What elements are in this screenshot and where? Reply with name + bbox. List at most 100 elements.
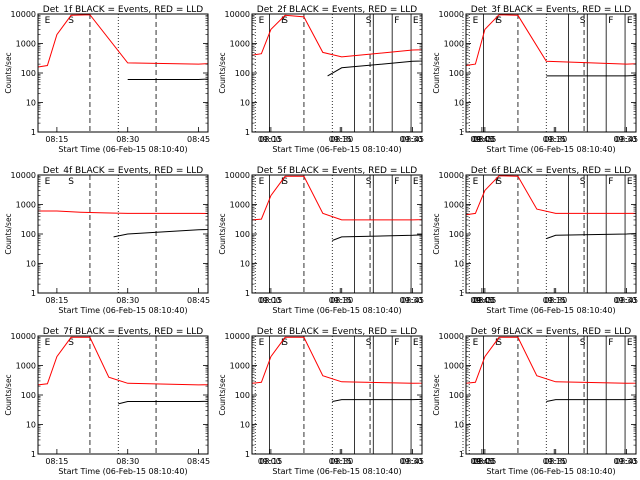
x-tick-label: 08:45 [615,296,638,305]
lld-series-line [38,336,208,386]
y-tick-label: 1000 [444,40,464,49]
x-tick-label: 09:00 [258,296,281,305]
flag-letter: S [496,338,502,348]
events-series-line [546,398,636,402]
x-tick-label: 08:30 [330,457,353,466]
y-tick-label: 10 [454,260,464,269]
x-tick-label: 08:45 [187,135,210,144]
x-axis-label: Start Time (06-Feb-15 08:10:40) [272,467,401,476]
x-tick-label: 09:45 [470,135,493,144]
panel-title: Det_2f BLACK = Events, RED = LLD [257,5,417,15]
panel-title: Det_6f BLACK = Events, RED = LLD [471,166,631,176]
y-tick-label: 10000 [11,171,36,180]
plot-frame [465,13,637,133]
lld-series-line [38,210,208,214]
y-tick-label: 10 [454,421,464,430]
flag-letter: E [413,338,419,348]
flag-letter: E [473,16,479,26]
x-tick-label: 09:15 [329,296,352,305]
y-tick-label: 1 [31,289,36,298]
x-tick-label: 08:15 [259,135,282,144]
flag-letter: S [580,177,586,187]
flag-letter: S [496,177,502,187]
flag-letter: E [259,338,265,348]
plot-frame [37,335,209,455]
flag-letter: E [259,16,265,26]
flag-letter: F [495,16,500,26]
x-tick-label: 08:30 [330,296,353,305]
x-tick-label: 08:30 [116,457,139,466]
plot-frame [465,335,637,455]
x-axis-label: Start Time (06-Feb-15 08:10:40) [272,145,401,154]
x-axis-label: Start Time (06-Feb-15 08:10:40) [58,145,187,154]
flag-letter: F [281,338,286,348]
lld-series-line [38,14,208,68]
flag-letter: F [281,177,286,187]
flag-letter: F [394,16,399,26]
events-series-line [327,60,422,77]
y-tick-label: 10 [454,99,464,108]
y-axis-label: Counts/sec [4,213,13,254]
panel-title: Det_4f BLACK = Events, RED = LLD [43,166,203,176]
flag-letter: F [608,338,613,348]
flag-letter: E [45,177,51,187]
lld-series-line [466,14,636,66]
x-tick-label: 08:15 [259,457,282,466]
lld-series-line [252,336,422,384]
x-tick-label: 09:15 [329,135,352,144]
flag-letter: E [413,177,419,187]
flag-letter: S [366,16,372,26]
flag-letter: E [259,177,265,187]
x-tick-label: 08:15 [473,296,496,305]
x-tick-label: 09:30 [400,135,423,144]
flag-letter: E [473,177,479,187]
x-tick-label: 08:15 [473,135,496,144]
plot-frame [251,13,423,133]
x-tick-label: 08:30 [116,135,139,144]
lld-series-line [252,14,422,58]
x-tick-label: 09:45 [470,457,493,466]
plot-frame [251,174,423,294]
y-tick-label: 1 [31,128,36,137]
x-tick-label: 08:30 [544,457,567,466]
y-tick-label: 1 [459,289,464,298]
y-tick-label: 100 [449,391,464,400]
x-tick-label: 09:30 [400,296,423,305]
x-axis-label: Start Time (06-Feb-15 08:10:40) [58,306,187,315]
flag-letter: S [580,338,586,348]
y-tick-label: 10000 [439,332,464,341]
x-tick-label: 08:45 [615,135,638,144]
y-tick-label: 100 [235,230,250,239]
lld-series-line [466,175,636,216]
panel-title: Det_1f BLACK = Events, RED = LLD [43,5,203,15]
y-tick-label: 1000 [230,362,250,371]
y-tick-label: 100 [449,230,464,239]
flag-letter: S [282,177,288,187]
x-axis-label: Start Time (06-Feb-15 08:10:40) [486,145,615,154]
x-axis-label: Start Time (06-Feb-15 08:10:40) [272,306,401,315]
flag-letter: F [495,338,500,348]
x-tick-label: 08:30 [544,296,567,305]
x-tick-label: 09:30 [614,457,637,466]
panel-title: Det_5f BLACK = Events, RED = LLD [257,166,417,176]
flag-letter: S [366,177,372,187]
flag-letter: E [413,16,419,26]
x-tick-label: 08:45 [187,296,210,305]
x-tick-label: 08:15 [473,457,496,466]
y-tick-label: 1 [245,128,250,137]
y-tick-label: 10 [26,260,36,269]
x-tick-label: 08:15 [45,296,68,305]
x-tick-label: 09:15 [543,457,566,466]
panel-title: Det_9f BLACK = Events, RED = LLD [471,327,631,337]
panel-title: Det_3f BLACK = Events, RED = LLD [471,5,631,15]
events-series-line [127,78,208,80]
flag-letter: S [366,338,372,348]
x-tick-label: 09:00 [472,457,495,466]
